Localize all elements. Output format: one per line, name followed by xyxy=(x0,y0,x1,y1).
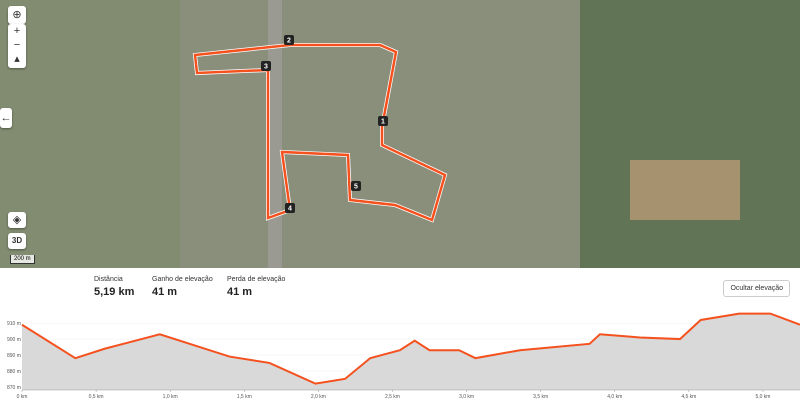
y-tick-label: 900 m xyxy=(7,337,21,343)
stat-label: Perda de elevação xyxy=(227,276,286,283)
layers-button[interactable]: ◈ xyxy=(8,212,26,228)
waypoint-marker xyxy=(261,61,271,71)
3d-button[interactable]: 3D xyxy=(8,233,26,249)
waypoint-label: 3 xyxy=(264,63,268,70)
x-tick-label: 4,0 km xyxy=(607,394,622,400)
collapse-button[interactable]: ← xyxy=(0,108,12,128)
waypoint-marker xyxy=(285,203,295,213)
x-tick-label: 0,5 km xyxy=(89,394,104,400)
x-tick-label: 1,0 km xyxy=(163,394,178,400)
waypoint-marker xyxy=(378,116,388,126)
y-tick-label: 890 m xyxy=(7,353,21,359)
stat-value: 41 m xyxy=(227,286,253,298)
elevation-area xyxy=(22,313,800,390)
map-forest xyxy=(580,0,800,268)
locate-button[interactable]: ⊕ xyxy=(8,6,26,24)
toggle-elevation[interactable]: Ocultar elevação xyxy=(723,280,790,297)
stat-label: Ganho de elevação xyxy=(152,276,213,283)
x-tick-label: 0 km xyxy=(17,394,28,400)
y-tick-label: 870 m xyxy=(7,385,21,391)
waypoint-label: 4 xyxy=(288,205,292,212)
x-tick-label: 1,5 km xyxy=(237,394,252,400)
stat: Ganho de elevação 41 m xyxy=(152,276,213,298)
y-tick-label: 880 m xyxy=(7,369,21,375)
waypoint-label: 2 xyxy=(287,37,291,44)
waypoint-label: 5 xyxy=(354,183,358,190)
elevation-line xyxy=(21,312,800,385)
map: 1 2 3 4 5 xyxy=(0,0,800,268)
waypoints: 1 2 3 4 5 xyxy=(261,35,388,213)
waypoint-marker xyxy=(284,35,294,45)
elevation-chart: 910 m 900 m 890 m 880 m 870 m 0 km 0,5 km 1,0 k… xyxy=(7,312,800,400)
stat: Perda de elevação 41 m xyxy=(227,276,285,298)
x-tick-label: 3,0 km xyxy=(459,394,474,400)
stat-value: 41 m xyxy=(152,286,178,298)
x-tick-label: 3,5 km xyxy=(533,394,548,400)
stat-value: 5,19 km xyxy=(94,286,135,298)
x-tick-label: 2,0 km xyxy=(311,394,326,400)
y-tick-label: 910 m xyxy=(7,321,21,327)
scale-bar: 200 m xyxy=(10,255,35,264)
zoom-controls[interactable]: + − ▴ xyxy=(8,24,26,68)
waypoint-marker xyxy=(351,181,361,191)
stat: Distância 5,19 km xyxy=(94,276,134,298)
stat-label: Distância xyxy=(94,276,123,283)
x-tick-label: 2,5 km xyxy=(385,394,400,400)
x-tick-label: 4,5 km xyxy=(681,394,696,400)
map-road xyxy=(268,0,282,268)
map-field xyxy=(630,160,740,220)
waypoint-label: 1 xyxy=(381,118,385,125)
x-tick-label: 5,0 km xyxy=(755,394,770,400)
map-area xyxy=(0,0,180,268)
